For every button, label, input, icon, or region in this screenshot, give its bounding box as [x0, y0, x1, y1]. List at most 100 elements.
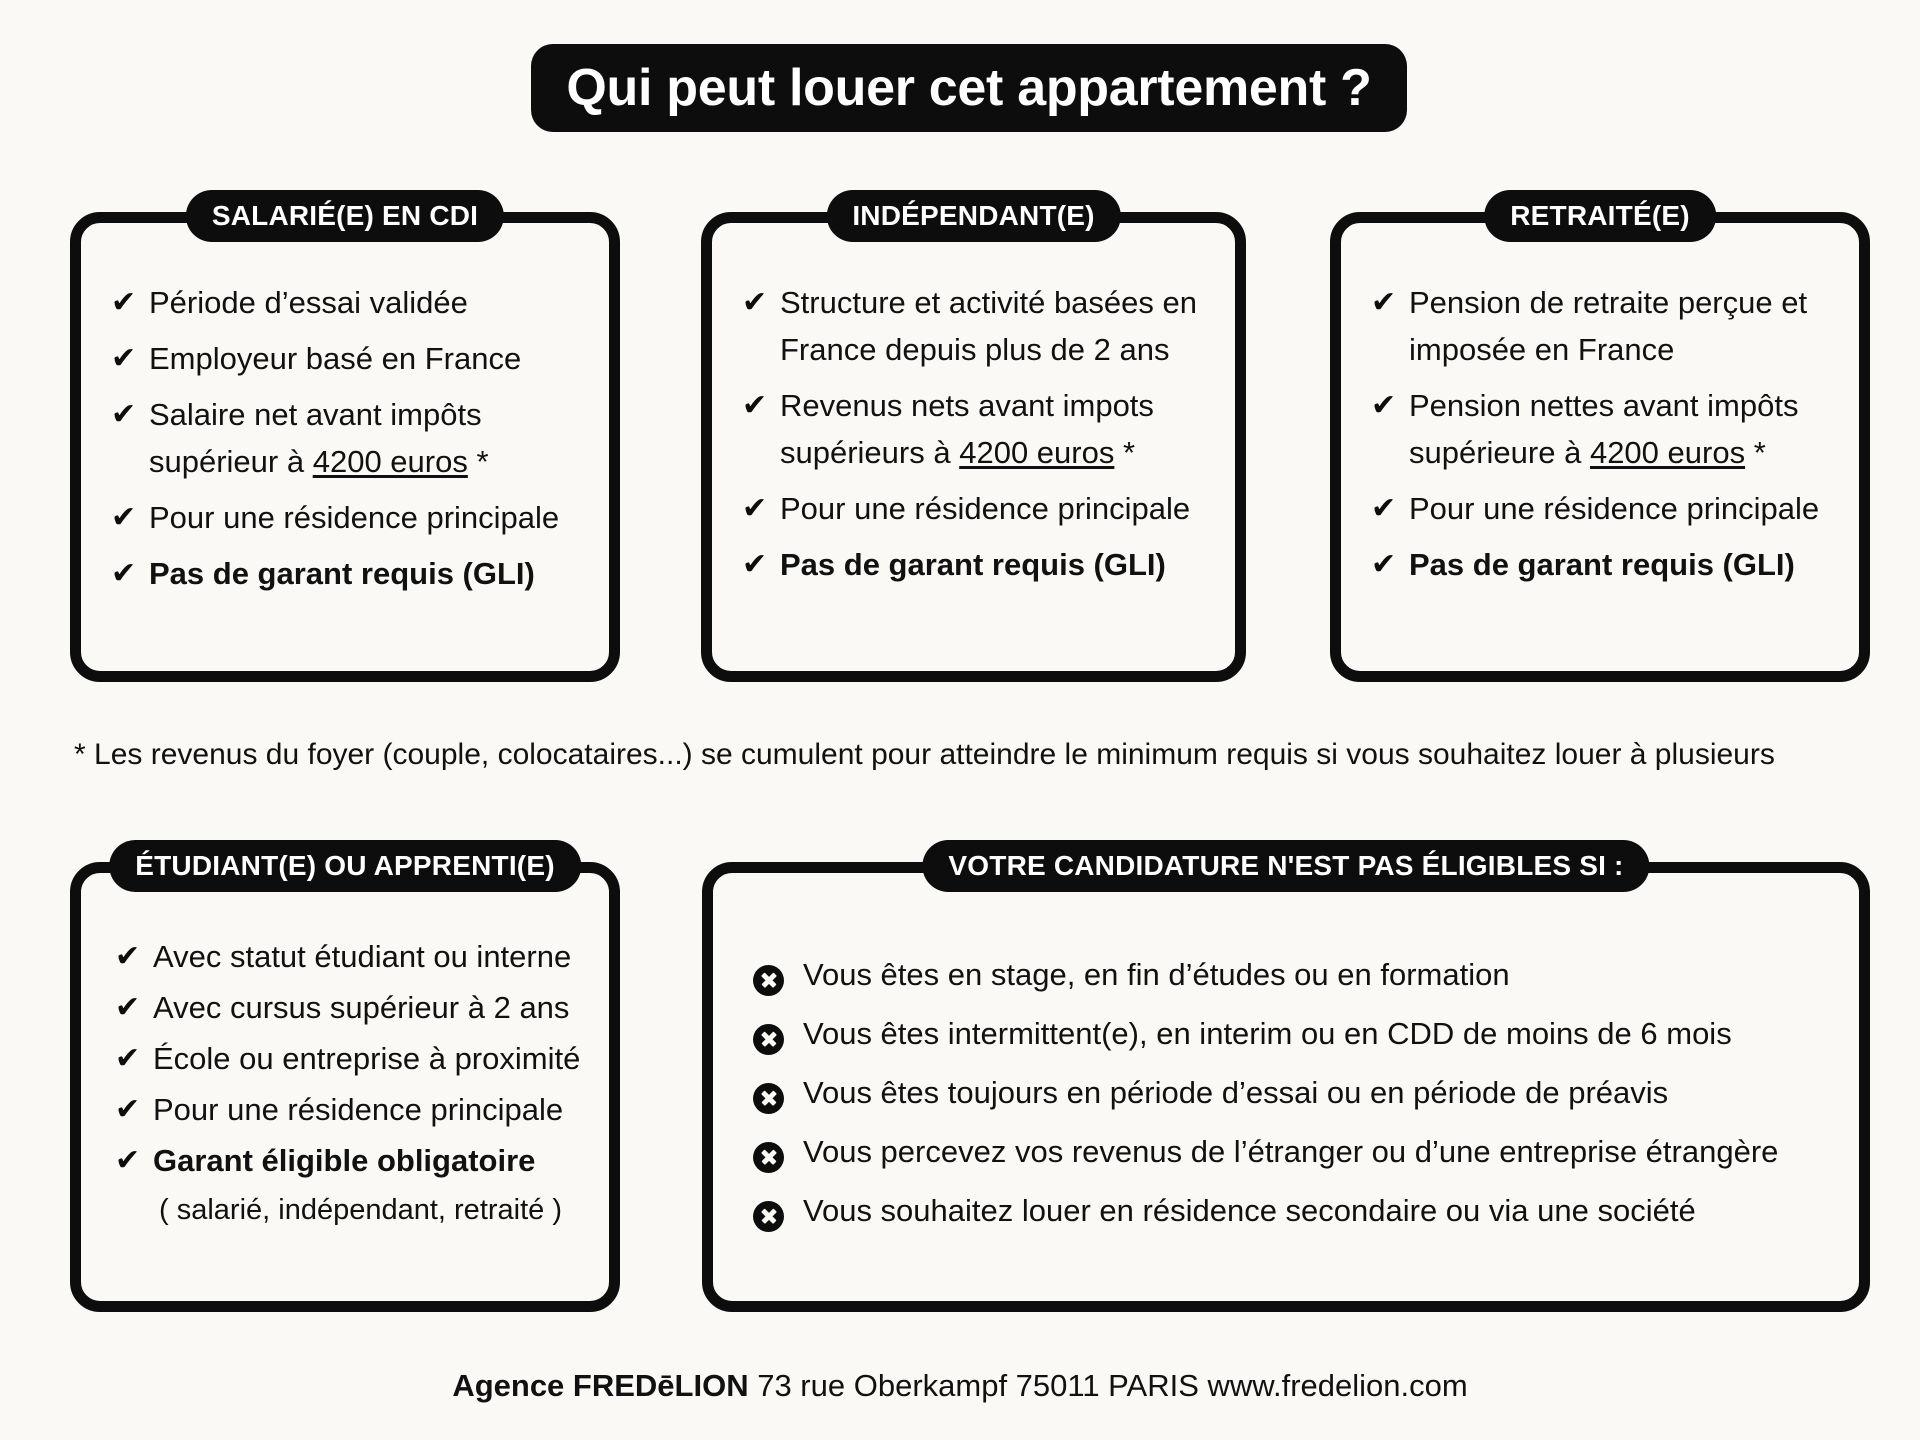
amount-underlined: 4200 euros	[312, 444, 468, 479]
list-item-text: Pour une résidence principale	[780, 491, 1191, 526]
footnote: * Les revenus du foyer (couple, colocata…	[74, 738, 1775, 771]
check-icon: ✔	[111, 557, 137, 590]
list-item-text: Vous êtes toujours en période d’essai ou…	[803, 1075, 1669, 1110]
agency-address: 73 rue Oberkampf 75011 PARIS www.fredeli…	[748, 1368, 1468, 1403]
list-item: ✔ Pas de garant requis (GLI)	[1371, 541, 1841, 588]
list-item: ✔ Garant éligible obligatoire	[115, 1137, 591, 1184]
guarantor-note: ( salarié, indépendant, retraité )	[159, 1194, 562, 1226]
amount-underlined: 4200 euros	[959, 435, 1115, 470]
card-title-etudiant-apprenti: ÉTUDIANT(E) OU APPRENTI(E)	[109, 840, 581, 892]
list-item-text: Vous êtes en stage, en fin d’études ou e…	[803, 957, 1510, 992]
list-item-text: Pour une résidence principale	[1409, 491, 1820, 526]
list-item-text: Employeur basé en France	[149, 341, 522, 376]
check-icon: ✔	[111, 501, 137, 534]
check-icon: ✔	[1371, 492, 1397, 525]
cross-circle-icon	[753, 1141, 784, 1173]
cross-circle-icon	[753, 964, 784, 996]
list-item-text: Vous êtes intermittent(e), en interim ou…	[803, 1016, 1732, 1051]
cross-circle-icon-wrap	[753, 1128, 803, 1175]
list-item: ✔ Pour une résidence principale	[742, 485, 1217, 532]
check-icon: ✔	[115, 1093, 141, 1126]
list-item: Vous êtes en stage, en fin d’études ou e…	[753, 951, 1841, 998]
list-item-text: Période d’essai validée	[149, 285, 468, 320]
cross-circle-icon-wrap	[753, 1010, 803, 1057]
text-after: *	[1745, 435, 1766, 470]
agency-name: Agence FREDēLION	[452, 1368, 749, 1403]
list-item-text: Vous percevez vos revenus de l’étranger …	[803, 1134, 1779, 1169]
text-after: *	[1114, 435, 1136, 470]
check-icon: ✔	[1371, 286, 1397, 319]
card-non-eligible: VOTRE CANDIDATURE N'EST PAS ÉLIGIBLES SI…	[702, 840, 1870, 1312]
card-title-independant: INDÉPENDANT(E)	[826, 190, 1121, 242]
card-salarie-cdi: SALARIÉ(E) EN CDI ✔ Période d’essai vali…	[70, 190, 620, 682]
check-icon: ✔	[111, 342, 137, 375]
check-icon: ✔	[115, 940, 141, 973]
card-retraite: RETRAITÉ(E) ✔ Pension de retraite perçue…	[1330, 190, 1870, 682]
list-item: ✔ Structure et activité basées en France…	[742, 279, 1217, 373]
page-title: Qui peut louer cet appartement ?	[566, 59, 1372, 117]
list-item: ✔ Salaire net avant impôts supérieur à 4…	[111, 391, 591, 485]
list-item-text: École ou entreprise à proximité	[153, 1041, 581, 1076]
cross-circle-icon-wrap	[753, 1069, 803, 1116]
list-item-text: Pension de retraite perçue et imposée en…	[1409, 285, 1808, 367]
list-item: Vous souhaitez louer en résidence second…	[753, 1187, 1841, 1234]
card-title-non-eligible: VOTRE CANDIDATURE N'EST PAS ÉLIGIBLES SI…	[922, 840, 1650, 892]
list-item: ✔ Pas de garant requis (GLI)	[742, 541, 1217, 588]
text-before: Revenus nets avant impots supérieurs à	[780, 388, 1154, 470]
card-etudiant-apprenti: ÉTUDIANT(E) OU APPRENTI(E) ✔ Avec statut…	[70, 840, 620, 1312]
text-after: *	[467, 444, 489, 479]
list-item: ✔ Période d’essai validée	[111, 279, 591, 326]
list-item-text: Pas de garant requis (GLI)	[780, 547, 1166, 582]
check-icon: ✔	[742, 286, 768, 319]
list-item: ✔ Pour une résidence principale	[111, 494, 591, 541]
list-item-text: Revenus nets avant impots supérieurs à 4…	[780, 382, 1217, 476]
criteria-list-salarie-cdi: ✔ Période d’essai validée ✔ Employeur ba…	[111, 279, 591, 606]
list-item: ✔ Pour une résidence principale	[115, 1086, 591, 1133]
list-item: ✔ Avec statut étudiant ou interne	[115, 933, 591, 980]
list-item-text: Salaire net avant impôts supérieur à 420…	[149, 391, 591, 485]
list-item-text: Pour une résidence principale	[149, 500, 560, 535]
check-icon: ✔	[1371, 389, 1397, 422]
list-item-text: Avec statut étudiant ou interne	[153, 939, 572, 974]
cross-circle-icon-wrap	[753, 1187, 803, 1234]
list-item: ✔ Employeur basé en France	[111, 335, 591, 382]
list-item-text: Pas de garant requis (GLI)	[1409, 547, 1795, 582]
agency-footer: Agence FREDēLION 73 rue Oberkampf 75011 …	[0, 1368, 1920, 1404]
list-item: ✔ Pension de retraite perçue et imposée …	[1371, 279, 1841, 373]
list-item: Vous êtes toujours en période d’essai ou…	[753, 1069, 1841, 1116]
list-item-text: Pension nettes avant impôts supérieure à…	[1409, 382, 1841, 476]
list-item: ✔ Pas de garant requis (GLI)	[111, 550, 591, 597]
check-icon: ✔	[115, 1144, 141, 1177]
cross-circle-icon	[753, 1023, 784, 1055]
criteria-list-etudiant: ✔ Avec statut étudiant ou interne ✔ Avec…	[115, 933, 591, 1232]
card-title-retraite: RETRAITÉ(E)	[1484, 190, 1716, 242]
list-item: ✔ Revenus nets avant impots supérieurs à…	[742, 382, 1217, 476]
cross-circle-icon	[753, 1082, 784, 1114]
cross-circle-icon-wrap	[753, 951, 803, 998]
list-item: Vous êtes intermittent(e), en interim ou…	[753, 1010, 1841, 1057]
text-before: Pension nettes avant impôts supérieure à	[1409, 388, 1799, 470]
criteria-list-retraite: ✔ Pension de retraite perçue et imposée …	[1371, 279, 1841, 597]
list-item: ✔ Pour une résidence principale	[1371, 485, 1841, 532]
list-item: ✔ Avec cursus supérieur à 2 ans	[115, 984, 591, 1031]
list-item-text: Garant éligible obligatoire	[153, 1143, 536, 1178]
check-icon: ✔	[1371, 548, 1397, 581]
list-item-text: Pour une résidence principale	[153, 1092, 564, 1127]
list-item-text: Pas de garant requis (GLI)	[149, 556, 535, 591]
page-title-banner: Qui peut louer cet appartement ?	[531, 44, 1407, 132]
list-item-text: Structure et activité basées en France d…	[780, 285, 1198, 367]
check-icon: ✔	[111, 398, 137, 431]
check-icon: ✔	[111, 286, 137, 319]
check-icon: ✔	[742, 548, 768, 581]
criteria-list-independant: ✔ Structure et activité basées en France…	[742, 279, 1217, 597]
list-item: ✔ École ou entreprise à proximité	[115, 1035, 591, 1082]
list-item: Vous percevez vos revenus de l’étranger …	[753, 1128, 1841, 1175]
check-icon: ✔	[742, 389, 768, 422]
card-title-salarie-cdi: SALARIÉ(E) EN CDI	[185, 190, 505, 242]
list-item: ✔ Pension nettes avant impôts supérieure…	[1371, 382, 1841, 476]
amount-underlined: 4200 euros	[1589, 435, 1746, 470]
check-icon: ✔	[115, 1042, 141, 1075]
list-item-text: Vous souhaitez louer en résidence second…	[803, 1193, 1696, 1228]
exclusion-list: Vous êtes en stage, en fin d’études ou e…	[753, 951, 1841, 1246]
check-icon: ✔	[115, 991, 141, 1024]
